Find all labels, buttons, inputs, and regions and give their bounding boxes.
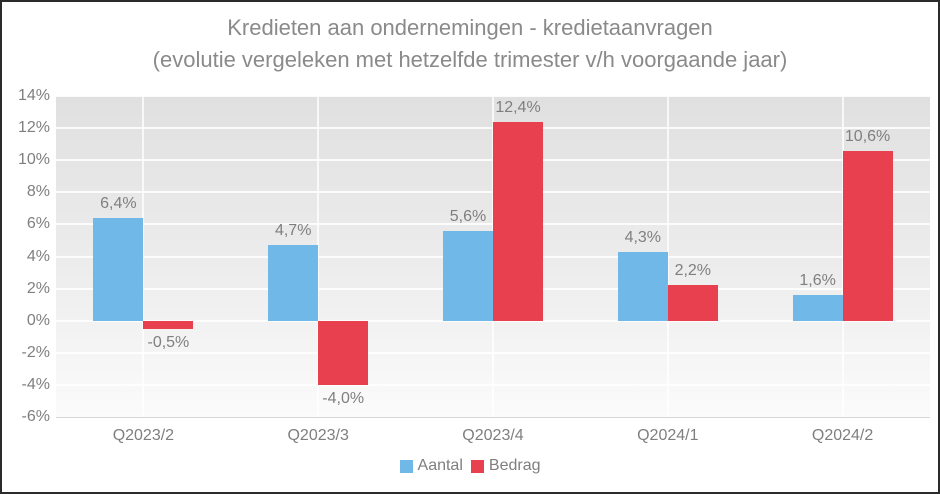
y-tick-label-2%: 2% xyxy=(26,279,50,297)
x-tick-label-Q2023/2: Q2023/2 xyxy=(112,427,175,444)
y-tick-label--6%: -6% xyxy=(21,408,50,425)
bar-value-label-aantal-Q2024/2: 1,6% xyxy=(799,272,836,290)
x-tick-label-Q2023/3: Q2023/3 xyxy=(287,427,349,444)
y-tick-label-4%: 4% xyxy=(26,247,50,265)
bar-bedrag-Q2023/3 xyxy=(318,320,369,385)
bar-value-label-bedrag-Q2023/4: 12,4% xyxy=(495,98,541,116)
legend-item-bedrag: Bedrag xyxy=(470,457,541,475)
chart-title-line2: (evolutie vergeleken met hetzelfde trime… xyxy=(152,47,788,72)
gridline-v-Q2023/2 xyxy=(142,96,145,417)
legend-swatch-bedrag xyxy=(470,459,484,473)
bar-value-label-aantal-Q2024/1: 4,3% xyxy=(624,228,662,246)
bar-aantal-Q2023/4 xyxy=(443,230,493,321)
bar-aantal-Q2024/2 xyxy=(792,295,843,321)
bar-value-label-bedrag-Q2024/2: 10,6% xyxy=(844,127,891,145)
y-tick-label-12%: 12% xyxy=(17,119,50,137)
bar-bedrag-Q2024/2 xyxy=(842,150,893,321)
bar-value-label-aantal-Q2023/4: 5,6% xyxy=(449,207,487,225)
y-tick-label--4%: -4% xyxy=(21,375,50,393)
bar-aantal-Q2023/2 xyxy=(93,217,144,321)
legend-swatch-aantal xyxy=(399,459,413,473)
y-tick-label--2%: -2% xyxy=(21,343,50,361)
x-tick-label-Q2024/2: Q2024/2 xyxy=(811,427,874,444)
gridline-v-Q2023/3 xyxy=(317,96,320,417)
bar-bedrag-Q2023/4 xyxy=(493,121,543,321)
chart-title: Kredieten aan ondernemingen - kredietaan… xyxy=(2,12,938,76)
legend: Aantal Bedrag xyxy=(2,457,938,475)
chart-title-line1: Kredieten aan ondernemingen - kredietaan… xyxy=(227,15,713,40)
y-tick-label-10%: 10% xyxy=(17,151,50,169)
bar-value-label-aantal-Q2023/3: 4,7% xyxy=(274,222,312,240)
plot-area xyxy=(56,95,930,418)
y-tick-label-6%: 6% xyxy=(26,215,50,233)
x-tick-label-Q2023/4: Q2023/4 xyxy=(462,427,524,444)
gridline-v-Q2024/1 xyxy=(666,96,669,417)
legend-label-aantal: Aantal xyxy=(417,457,463,474)
x-tick-label-Q2024/1: Q2024/1 xyxy=(637,427,699,444)
legend-item-aantal: Aantal xyxy=(399,457,463,475)
bar-value-label-aantal-Q2023/2: 6,4% xyxy=(100,194,137,212)
bar-aantal-Q2023/3 xyxy=(268,245,319,321)
bar-bedrag-Q2023/2 xyxy=(143,320,194,329)
bar-value-label-bedrag-Q2023/3: -4,0% xyxy=(322,389,365,407)
x-axis-line xyxy=(56,417,930,418)
legend-label-bedrag: Bedrag xyxy=(488,457,541,474)
bar-bedrag-Q2024/1 xyxy=(667,285,718,321)
bar-value-label-bedrag-Q2024/1: 2,2% xyxy=(674,262,712,280)
bar-value-label-bedrag-Q2023/2: -0,5% xyxy=(147,333,190,351)
y-tick-label-14%: 14% xyxy=(17,87,50,104)
y-tick-label-0%: 0% xyxy=(26,311,50,329)
bar-aantal-Q2024/1 xyxy=(617,251,668,321)
y-tick-label-8%: 8% xyxy=(26,183,50,201)
